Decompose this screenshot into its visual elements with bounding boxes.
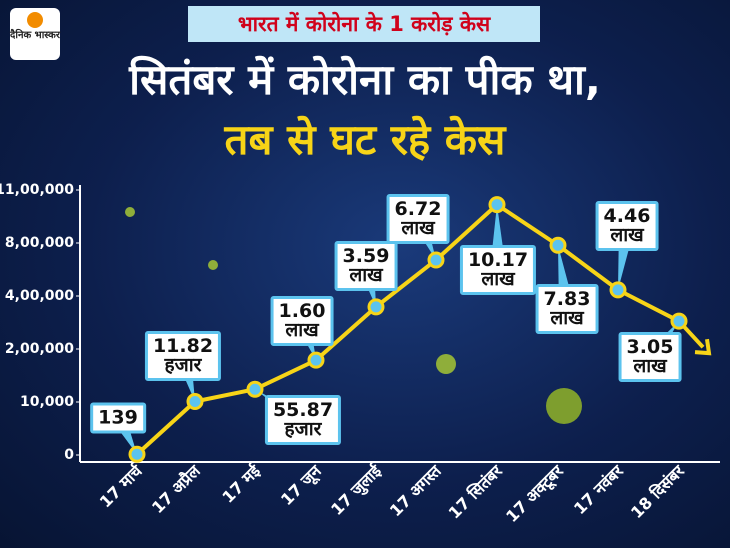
data-point (128, 445, 146, 463)
x-tick-label: 17 जून (277, 461, 326, 510)
virus-icon (125, 207, 135, 217)
y-tick-label: 10,000 (20, 394, 74, 410)
x-tick-label: 17 मार्च (96, 461, 147, 512)
y-tick-label: 2,00,000 (5, 341, 74, 357)
x-tick-label: 17 मई (218, 461, 264, 507)
value-label: 3.05 लाख (618, 332, 682, 382)
y-tick-label: 0 (64, 447, 74, 463)
chart-subtitle: तब से घट रहे केस (224, 115, 506, 164)
value-label: 3.59 लाख (334, 241, 398, 291)
x-tick-label: 18 दिसंबर (627, 460, 689, 522)
x-tick-label: 17 अक्टूबर (502, 460, 568, 526)
arrow-head (694, 338, 712, 356)
value-label: 10.17 लाख (459, 245, 537, 295)
x-tick-label: 17 अप्रैल (148, 461, 205, 518)
data-point (367, 298, 385, 316)
data-point (549, 236, 567, 254)
x-tick-label: 17 अगस्त (386, 461, 446, 521)
virus-icon (436, 354, 456, 374)
y-tick-label: 8,00,000 (5, 235, 74, 251)
virus-icon (546, 388, 582, 424)
x-tick-label: 17 सितंबर (445, 460, 507, 522)
value-label: 7.83 लाख (535, 284, 599, 334)
data-point (670, 312, 688, 330)
value-label: 11.82 हजार (144, 331, 222, 381)
line-series (135, 202, 680, 456)
data-point (186, 392, 204, 410)
badge: भारत में कोरोना के 1 करोड़ केस (188, 6, 540, 42)
data-point (488, 196, 506, 214)
value-label: 6.72 लाख (386, 194, 450, 244)
x-tick-label: 17 जुलाई (327, 461, 386, 520)
y-tick-label: 4,00,000 (5, 288, 74, 304)
data-point (427, 251, 445, 269)
value-label: 1.60 लाख (270, 296, 334, 346)
data-point (246, 380, 264, 398)
data-point (609, 281, 627, 299)
chart-title: सितंबर में कोरोना का पीक था, (129, 55, 601, 104)
y-tick-label: 11,00,000 (0, 182, 74, 198)
x-tick-label: 17 नवंबर (570, 460, 628, 518)
value-label: 139 (90, 402, 146, 434)
value-label: 4.46 लाख (595, 201, 659, 251)
value-label: 55.87 हजार (264, 395, 342, 445)
logo: दैनिक भास्कर (10, 8, 60, 60)
virus-icon (208, 260, 218, 270)
data-point (307, 351, 325, 369)
